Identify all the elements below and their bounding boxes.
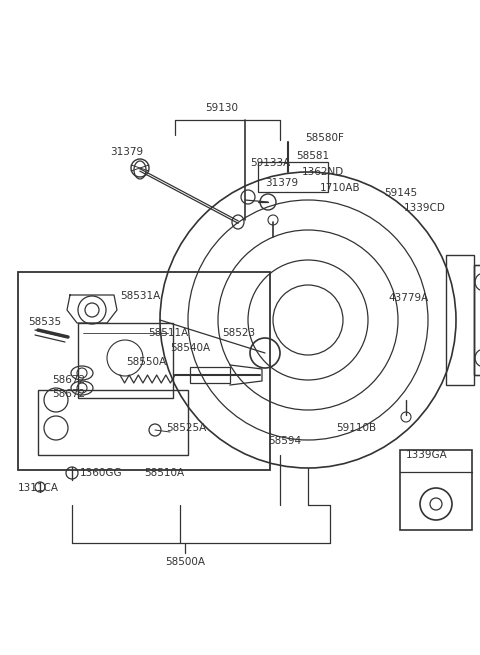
Text: 58511A: 58511A <box>148 328 188 338</box>
Bar <box>446 255 474 385</box>
Text: 58594: 58594 <box>268 436 301 446</box>
Text: 58672: 58672 <box>52 389 85 399</box>
Text: 1362ND: 1362ND <box>302 167 344 177</box>
Text: 58525A: 58525A <box>166 423 206 433</box>
Text: 59133A: 59133A <box>250 158 290 168</box>
Text: 58672: 58672 <box>52 375 85 385</box>
Text: 58540A: 58540A <box>170 343 210 353</box>
Text: 58550A: 58550A <box>126 357 166 367</box>
Text: 58581: 58581 <box>296 151 329 161</box>
Bar <box>474 265 480 375</box>
Text: 43779A: 43779A <box>388 293 428 303</box>
Text: 1311CA: 1311CA <box>18 483 59 493</box>
Bar <box>78 323 173 398</box>
Text: 1339GA: 1339GA <box>406 450 448 460</box>
Bar <box>474 265 480 375</box>
Text: 31379: 31379 <box>110 147 143 157</box>
Text: 1360GG: 1360GG <box>80 468 122 478</box>
Text: 58580F: 58580F <box>305 133 344 143</box>
Text: 59110B: 59110B <box>336 423 376 433</box>
Bar <box>190 367 230 383</box>
Text: 58535: 58535 <box>28 317 61 327</box>
Bar <box>18 272 270 470</box>
Text: 58500A: 58500A <box>165 557 205 567</box>
Text: 58531A: 58531A <box>120 291 160 301</box>
Text: 59145: 59145 <box>384 188 417 198</box>
Text: 1710AB: 1710AB <box>320 183 360 193</box>
Text: 59130: 59130 <box>205 103 239 113</box>
Text: 58523: 58523 <box>222 328 255 338</box>
Text: 1339CD: 1339CD <box>404 203 446 213</box>
Text: 58510A: 58510A <box>144 468 184 478</box>
Text: 31379: 31379 <box>265 178 298 188</box>
Bar <box>38 390 188 455</box>
Bar <box>258 162 328 192</box>
Bar <box>400 450 472 530</box>
